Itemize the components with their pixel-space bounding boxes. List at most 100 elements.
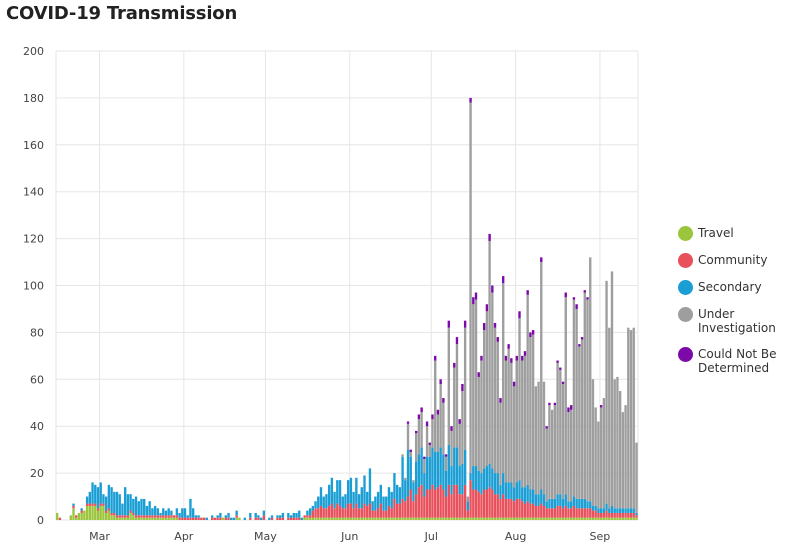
bar-segment-community[interactable]	[491, 489, 494, 518]
bar-segment-travel[interactable]	[434, 517, 437, 520]
bar-segment-community[interactable]	[115, 515, 119, 518]
bar-segment-secondary[interactable]	[507, 482, 510, 499]
bar-segment-travel[interactable]	[594, 517, 597, 520]
bar-segment-community[interactable]	[164, 515, 168, 518]
bar-segment-undetermined[interactable]	[504, 355, 508, 361]
bar-segment-travel[interactable]	[91, 505, 94, 520]
bar-segment-secondary[interactable]	[599, 508, 603, 513]
bar-segment-secondary[interactable]	[627, 508, 630, 513]
bar-segment-undetermined[interactable]	[469, 97, 472, 103]
bar-segment-undetermined[interactable]	[531, 330, 535, 335]
bar-segment-travel[interactable]	[504, 517, 508, 520]
bar-segment-travel[interactable]	[559, 517, 562, 520]
bar-segment-travel[interactable]	[167, 517, 170, 520]
bar-segment-under-investigation[interactable]	[537, 381, 540, 495]
bar-segment-travel[interactable]	[417, 517, 421, 520]
bar-segment-travel[interactable]	[308, 517, 312, 520]
bar-segment-secondary[interactable]	[613, 508, 616, 513]
bar-segment-travel[interactable]	[621, 517, 625, 520]
bar-segment-community[interactable]	[605, 510, 608, 518]
legend-item-undetermined[interactable]: Could Not Be Determined	[678, 347, 788, 375]
bar-segment-secondary[interactable]	[472, 466, 475, 490]
bar-segment-secondary[interactable]	[178, 512, 181, 518]
bar-segment-community[interactable]	[363, 503, 366, 518]
bar-segment-secondary[interactable]	[431, 447, 434, 485]
bar-segment-travel[interactable]	[85, 505, 89, 520]
bar-segment-travel[interactable]	[575, 517, 578, 520]
bar-segment-secondary[interactable]	[197, 515, 200, 518]
bar-segment-secondary[interactable]	[137, 501, 140, 516]
bar-segment-secondary[interactable]	[292, 512, 295, 518]
bar-segment-community[interactable]	[442, 489, 445, 518]
bar-segment-travel[interactable]	[159, 517, 162, 520]
bar-segment-community[interactable]	[319, 505, 323, 518]
bar-segment-travel[interactable]	[303, 517, 306, 520]
bar-segment-under-investigation[interactable]	[589, 257, 592, 502]
bar-segment-community[interactable]	[357, 508, 361, 518]
bar-segment-secondary[interactable]	[559, 494, 562, 506]
bar-segment-community[interactable]	[227, 517, 230, 520]
bar-segment-under-investigation[interactable]	[632, 327, 635, 509]
bar-segment-community[interactable]	[570, 508, 573, 518]
bar-segment-community[interactable]	[374, 510, 377, 518]
bar-segment-under-investigation[interactable]	[599, 407, 603, 509]
bar-segment-community[interactable]	[591, 510, 595, 518]
bar-segment-undetermined[interactable]	[526, 290, 529, 295]
bar-segment-community[interactable]	[153, 515, 157, 518]
bar-segment-undetermined[interactable]	[434, 355, 437, 361]
bar-segment-community[interactable]	[178, 517, 181, 520]
bar-segment-under-investigation[interactable]	[404, 477, 407, 481]
bar-segment-community[interactable]	[401, 498, 404, 518]
bar-segment-community[interactable]	[594, 510, 597, 518]
bar-segment-travel[interactable]	[360, 517, 363, 520]
bar-segment-community[interactable]	[583, 508, 586, 518]
bar-segment-travel[interactable]	[379, 517, 383, 520]
bar-segment-secondary[interactable]	[159, 512, 162, 516]
bar-segment-secondary[interactable]	[450, 466, 453, 495]
bar-segment-community[interactable]	[507, 498, 510, 518]
bar-segment-travel[interactable]	[118, 517, 121, 520]
bar-segment-secondary[interactable]	[232, 517, 236, 520]
bar-segment-community[interactable]	[387, 505, 391, 518]
bar-segment-travel[interactable]	[107, 510, 111, 520]
bar-segment-travel[interactable]	[319, 517, 323, 520]
bar-segment-under-investigation[interactable]	[480, 360, 483, 474]
bar-segment-under-investigation[interactable]	[602, 398, 606, 509]
bar-segment-community[interactable]	[420, 484, 423, 518]
bar-segment-community[interactable]	[249, 517, 252, 520]
bar-segment-secondary[interactable]	[616, 508, 619, 513]
bar-segment-community[interactable]	[545, 508, 548, 518]
bar-segment-travel[interactable]	[439, 517, 442, 520]
bar-segment-travel[interactable]	[474, 517, 478, 520]
bar-segment-secondary[interactable]	[123, 487, 127, 516]
bar-segment-under-investigation[interactable]	[420, 412, 423, 448]
bar-segment-community[interactable]	[298, 517, 301, 520]
bar-segment-undetermined[interactable]	[523, 351, 527, 356]
bar-segment-secondary[interactable]	[390, 491, 393, 509]
bar-segment-community[interactable]	[352, 508, 355, 518]
bar-segment-secondary[interactable]	[194, 515, 198, 518]
bar-segment-community[interactable]	[194, 517, 198, 520]
bar-segment-under-investigation[interactable]	[466, 496, 470, 502]
bar-segment-community[interactable]	[170, 515, 173, 518]
bar-segment-travel[interactable]	[99, 505, 102, 520]
bar-segment-secondary[interactable]	[164, 510, 168, 516]
bar-segment-secondary[interactable]	[580, 498, 584, 509]
bar-segment-travel[interactable]	[610, 517, 614, 520]
bar-segment-under-investigation[interactable]	[521, 360, 524, 488]
bar-segment-undetermined[interactable]	[502, 276, 505, 284]
bar-segment-secondary[interactable]	[458, 466, 461, 495]
bar-segment-travel[interactable]	[143, 517, 146, 520]
bar-segment-community[interactable]	[213, 517, 217, 520]
bar-segment-community[interactable]	[564, 505, 567, 518]
bar-segment-secondary[interactable]	[423, 473, 426, 497]
bar-segment-travel[interactable]	[466, 517, 470, 520]
bar-segment-undetermined[interactable]	[453, 362, 456, 368]
bar-segment-travel[interactable]	[409, 517, 412, 520]
bar-segment-community[interactable]	[368, 503, 372, 518]
bar-segment-travel[interactable]	[537, 517, 540, 520]
bar-segment-community[interactable]	[613, 512, 616, 518]
bar-segment-travel[interactable]	[567, 517, 570, 520]
bar-segment-secondary[interactable]	[401, 456, 404, 499]
bar-segment-secondary[interactable]	[325, 494, 328, 509]
